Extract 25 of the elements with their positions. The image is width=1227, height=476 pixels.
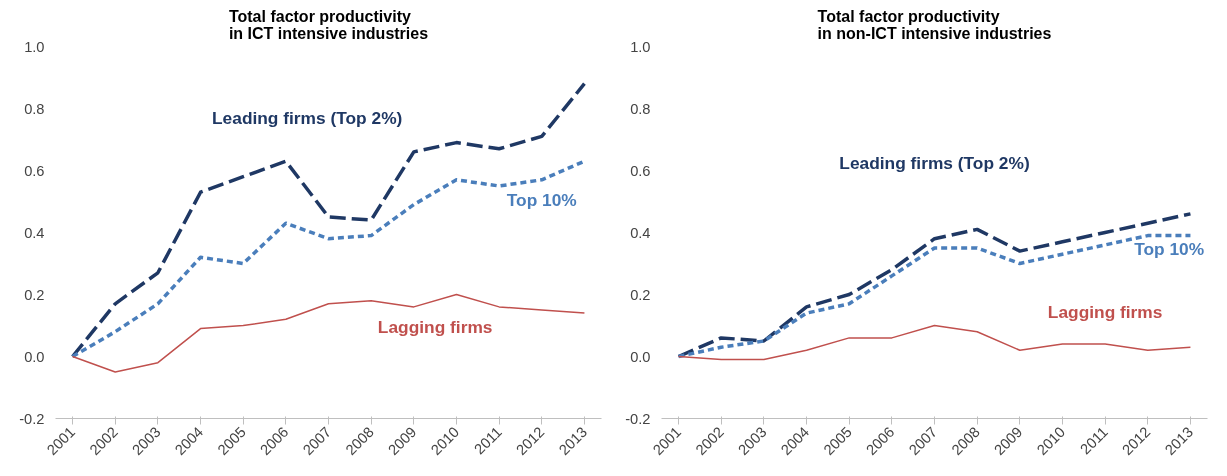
y-tick-label: 1.0 [630,38,651,55]
y-tick-label: 0.0 [24,348,45,365]
series-label: Lagging firms [377,316,493,337]
line-series [71,293,586,373]
line-series [677,324,1192,361]
line-series [70,81,587,359]
y-tick-label: 0.4 [24,224,45,241]
y-tick-label: -0.2 [625,410,651,427]
series-label: Top 10% [506,190,577,211]
y-tick-label: 0.6 [24,162,45,179]
chart-title: Total factor productivity in ICT intensive industries [228,7,429,42]
series-label: Lagging firms [1047,301,1163,322]
y-tick-label: 0.2 [24,286,45,303]
chart-title: Total factor productivity in non-ICT intensive industries [817,7,1052,42]
series-label: Top 10% [1134,238,1205,259]
y-tick-label: 0.0 [630,348,651,365]
y-tick-label: 0.8 [630,100,651,117]
y-tick-label: 0.6 [630,162,651,179]
y-tick-label: 0.4 [630,224,651,241]
y-tick-label: 1.0 [24,38,45,55]
series-label: Leading firms (Top 2%) [212,108,403,129]
y-tick-label: -0.2 [19,410,45,427]
text: Leading firms (Top 2%) [839,152,1030,173]
y-tick-label: 0.8 [24,100,45,117]
y-tick-label: 0.2 [630,286,651,303]
